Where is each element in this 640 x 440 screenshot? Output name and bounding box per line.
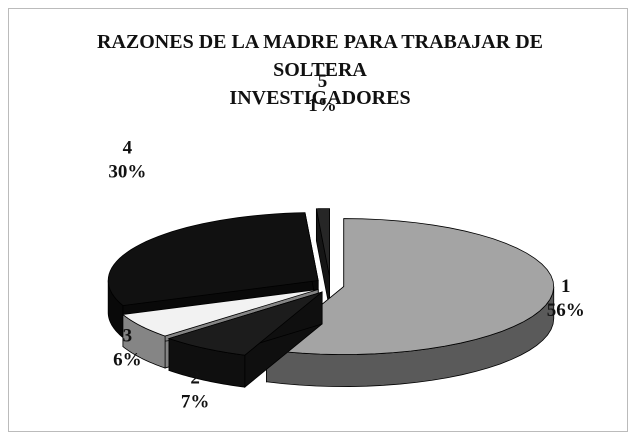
chart-frame xyxy=(8,8,628,432)
slice-category-label: 1 xyxy=(561,276,571,297)
slice-category-label: 5 xyxy=(318,71,328,92)
slice-value-label: 1% xyxy=(308,95,337,116)
slice-top xyxy=(167,291,323,356)
slice-top xyxy=(265,218,555,355)
chart-subtitle: INVESTIGADORES xyxy=(229,87,411,109)
slice-top xyxy=(121,289,319,337)
slice-value-label: 30% xyxy=(108,161,146,182)
slice xyxy=(167,291,323,389)
slice-category-label: 3 xyxy=(123,326,133,347)
slice-value-label: 56% xyxy=(547,300,585,321)
slice-category-label: 4 xyxy=(123,137,133,158)
slice-value-label: 7% xyxy=(181,391,210,412)
slice xyxy=(315,208,330,309)
slice-value-label: 6% xyxy=(113,350,142,371)
slice-top xyxy=(315,208,330,277)
slice-category-label: 2 xyxy=(190,367,200,388)
chart-title-block: RAZONES DE LA MADRE PARA TRABAJAR DE SOL… xyxy=(60,28,580,112)
slice-top xyxy=(107,212,319,306)
chart-title: RAZONES DE LA MADRE PARA TRABAJAR DE SOL… xyxy=(97,31,543,81)
